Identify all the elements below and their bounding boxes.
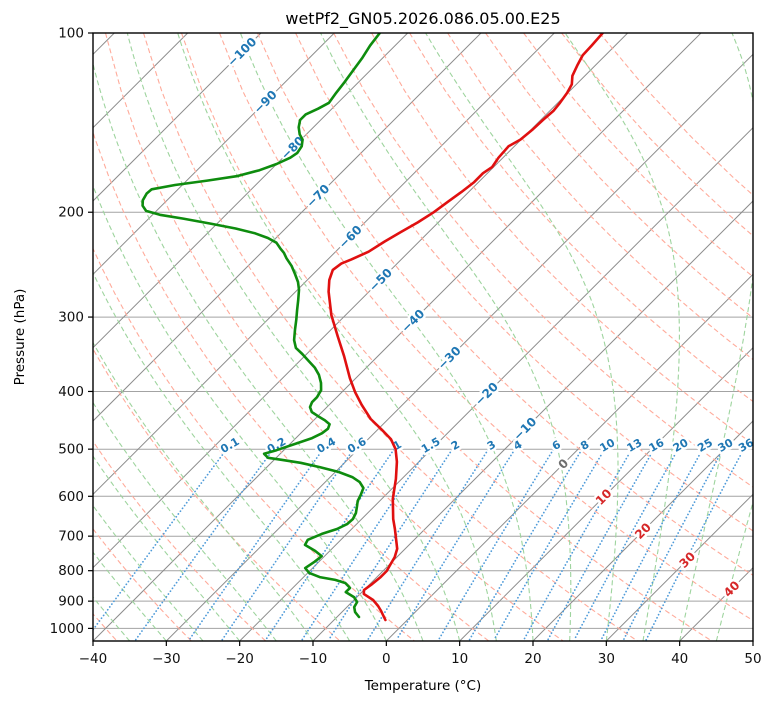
y-tick-label: 900 <box>58 594 84 610</box>
isotherm-line <box>605 493 753 641</box>
x-tick-label: 0 <box>382 651 391 667</box>
mixing-ratio-line <box>493 445 608 641</box>
moist-adiabat-line <box>93 455 241 641</box>
isotherm-line <box>385 273 753 641</box>
isotherm-line <box>93 33 555 496</box>
x-tick-label: −30 <box>152 651 181 667</box>
dry-adiabat-line <box>333 33 753 488</box>
moist-adiabat-line <box>93 184 387 641</box>
mixing-ratio-line <box>622 445 726 641</box>
dry-adiabat-line <box>218 33 753 622</box>
x-tick-label: 10 <box>451 651 468 667</box>
x-tick-label: 40 <box>671 651 688 667</box>
isotherm-line <box>93 33 262 202</box>
mixing-ratio-line <box>645 445 746 641</box>
y-tick-label: 500 <box>58 442 84 458</box>
dry-adiabat-line <box>93 130 490 641</box>
isotherm-line <box>93 33 335 276</box>
y-tick-label: 200 <box>58 205 84 221</box>
moist-adiabat-line <box>93 341 314 641</box>
dry-adiabat-line <box>447 33 753 361</box>
plot-border <box>92 32 754 642</box>
x-tick-label: −40 <box>79 651 108 667</box>
isotherm-line <box>459 346 753 641</box>
mixing-ratio-line <box>93 445 230 632</box>
x-tick-label: 50 <box>744 651 761 667</box>
dry-adiabat-line <box>93 247 415 641</box>
dry-adiabat-line <box>180 33 713 641</box>
mixing-ratio-line <box>437 445 557 641</box>
dry-adiabat-line <box>93 527 192 641</box>
temperature-curve <box>327 33 604 622</box>
y-axis-label: Pressure (hPa) <box>12 288 28 386</box>
isotherm-line <box>165 53 753 641</box>
dewpoint-curve <box>141 33 382 619</box>
x-tick-label: −10 <box>299 651 328 667</box>
mixing-ratio-line <box>264 445 397 641</box>
y-tick-label: 700 <box>58 529 84 545</box>
chart-title: wetPf2_GN05.2026.086.05.00.E25 <box>285 9 561 28</box>
mixing-ratio-line <box>366 445 491 641</box>
moist-adiabat-line <box>93 271 351 641</box>
y-tick-label: 100 <box>58 26 84 42</box>
y-tick-label: 300 <box>58 310 84 326</box>
isotherm-line <box>532 420 753 641</box>
isotherm-line <box>312 200 753 641</box>
mixing-ratio-line <box>221 445 357 641</box>
mixing-ratio-line <box>468 445 585 641</box>
mixing-ratio-line <box>327 445 455 641</box>
dry-adiabat-line <box>142 33 638 641</box>
mixing-ratio-line <box>301 445 431 641</box>
mixing-ratio-line <box>188 445 326 641</box>
dry-adiabat-line <box>93 440 267 641</box>
isotherm-line <box>93 33 482 422</box>
isotherm-line <box>93 33 702 641</box>
moist-adiabat-line <box>564 33 680 641</box>
x-tick-label: 20 <box>524 651 541 667</box>
isotherm-line <box>239 126 753 641</box>
y-tick-label: 1000 <box>50 621 84 637</box>
moist-adiabat-line <box>320 33 572 641</box>
moist-adiabat-line <box>126 33 461 641</box>
y-tick-label: 800 <box>58 563 84 579</box>
dry-adiabat-line <box>485 33 753 319</box>
mixing-ratio-line <box>395 445 518 641</box>
dry-adiabat-line <box>104 33 564 641</box>
x-axis-label: Temperature (°C) <box>364 678 482 694</box>
dry-adiabat-line <box>93 347 341 641</box>
x-tick-label: 30 <box>598 651 615 667</box>
y-tick-label: 400 <box>58 384 84 400</box>
moist-adiabat-line <box>177 33 497 641</box>
moist-adiabat-line <box>239 33 534 641</box>
mixing-ratio-line <box>600 445 705 641</box>
dry-adiabat-line <box>371 33 753 445</box>
dry-adiabat-line <box>409 33 753 403</box>
moist-adiabat-line <box>715 499 753 641</box>
x-tick-label: −20 <box>225 651 254 667</box>
y-tick-label: 600 <box>58 489 84 505</box>
moist-adiabat-line <box>425 33 619 641</box>
moist-adiabat-line <box>93 401 277 641</box>
mixing-ratio-line <box>573 445 681 641</box>
